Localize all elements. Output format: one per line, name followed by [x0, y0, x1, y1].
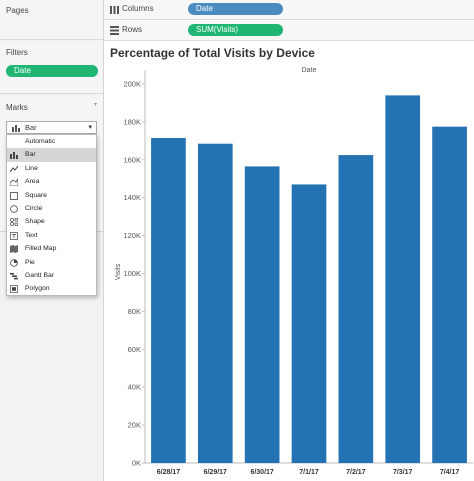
dropdown-item-label: Shape — [25, 218, 45, 226]
dropdown-item-pie[interactable]: Pie — [7, 256, 96, 269]
bar-icon — [12, 125, 20, 132]
y-tick-label: 40K — [128, 383, 141, 392]
pages-title: Pages — [6, 6, 29, 15]
dropdown-item-shape[interactable]: Shape — [7, 215, 96, 228]
dropdown-item-label: Pie — [25, 258, 35, 266]
columns-icon — [110, 6, 119, 14]
dropdown-item-filled-map[interactable]: Filled Map — [7, 242, 96, 255]
y-tick-label: 80K — [128, 307, 141, 316]
y-axis-label: Visits — [115, 263, 122, 280]
dropdown-item-label: Polygon — [25, 285, 50, 293]
bar-7-4-17[interactable] — [432, 126, 467, 463]
pie-icon — [10, 258, 18, 267]
bar-7-1-17[interactable] — [291, 184, 327, 463]
mark-type-select[interactable]: Bar ▾ — [6, 121, 97, 134]
x-tick-label: 6/29/17 — [204, 469, 227, 476]
dropdown-item-text[interactable]: Text — [7, 229, 96, 242]
column-header-date: Date — [302, 67, 317, 74]
y-tick-label: 100K — [123, 269, 141, 278]
y-tick-label: 200K — [123, 80, 141, 89]
x-tick-label: 7/4/17 — [440, 469, 460, 476]
dropdown-item-automatic[interactable]: Automatic — [7, 135, 96, 148]
y-tick-label: 120K — [123, 231, 141, 240]
dropdown-item-label: Bar — [25, 151, 36, 159]
dropdown-item-label: Circle — [25, 205, 43, 212]
dropdown-item-label: Square — [25, 191, 47, 199]
rows-icon — [110, 26, 119, 35]
y-tick-label: 20K — [128, 421, 141, 430]
bar-icon — [10, 152, 18, 160]
rows-pill-sum-visits[interactable]: SUM(Visits) — [188, 24, 283, 36]
bar-7-2-17[interactable] — [338, 155, 374, 463]
pages-card: Pages — [0, 0, 103, 40]
columns-label: Columns — [122, 4, 154, 13]
dropdown-item-label: Area — [25, 178, 40, 186]
chevron-down-icon: ▾ — [88, 124, 92, 131]
columns-pill-date[interactable]: Date — [188, 3, 283, 15]
dropdown-item-gantt-bar[interactable]: Gantt Bar — [7, 269, 96, 282]
line-icon — [10, 165, 18, 173]
dropdown-item-square[interactable]: Square — [7, 189, 96, 202]
shape-icon — [10, 218, 18, 227]
circle-icon — [10, 205, 18, 213]
x-tick-label: 6/28/17 — [157, 469, 180, 476]
bar-6-28-17[interactable] — [151, 138, 186, 463]
y-tick-label: 0K — [132, 459, 141, 468]
gantt-bar-icon — [10, 273, 18, 280]
polygon-icon — [10, 285, 18, 294]
text-icon — [10, 231, 18, 240]
x-tick-label: 7/1/17 — [299, 469, 319, 476]
filter-pill-date[interactable]: Date — [6, 65, 98, 77]
dropdown-item-label: Line — [25, 164, 38, 172]
y-tick-label: 160K — [123, 155, 141, 164]
marks-collapse-icon[interactable]: ▾ — [93, 102, 97, 108]
bar-6-29-17[interactable] — [197, 143, 233, 463]
dropdown-item-circle[interactable]: Circle — [7, 202, 96, 215]
bar-chart: Date Visits 0K 20K 40K 60K 80K 100K 120K 140K 16… — [115, 67, 473, 476]
rows-shelf: Rows SUM(Visits) — [104, 21, 474, 41]
x-tick-label: 6/30/17 — [250, 469, 273, 476]
y-tick-label: 180K — [123, 117, 141, 126]
mark-type-dropdown: Automatic Bar Line Area Square Circle Sh… — [6, 134, 97, 296]
rows-label: Rows — [122, 25, 143, 34]
bar-6-30-17[interactable] — [244, 166, 280, 463]
x-tick-label: 7/2/17 — [346, 469, 366, 476]
filters-card: Filters Date — [0, 42, 103, 94]
dropdown-item-bar[interactable]: Bar — [7, 148, 96, 162]
dropdown-item-label: Text — [25, 231, 38, 239]
dropdown-item-label: Automatic — [25, 138, 56, 145]
area-icon — [10, 178, 18, 187]
x-tick-label: 7/3/17 — [393, 469, 413, 476]
marks-title: Marks — [6, 103, 28, 112]
columns-shelf: Columns Date — [104, 0, 474, 20]
left-pane: Pages Filters Date Marks ▾ Bar ▾ Automat… — [0, 0, 104, 481]
dropdown-item-label: Gantt Bar — [25, 272, 55, 279]
bar-7-3-17[interactable] — [385, 95, 421, 463]
y-tick-label: 60K — [128, 345, 141, 354]
filters-title: Filters — [6, 48, 28, 57]
dropdown-item-area[interactable]: Area — [7, 175, 96, 188]
chart-title: Percentage of Total Visits by Device — [110, 46, 315, 60]
dropdown-item-label: Filled Map — [25, 245, 57, 253]
dropdown-item-polygon[interactable]: Polygon — [7, 282, 96, 295]
mark-type-value: Bar — [25, 123, 37, 132]
square-icon — [10, 191, 18, 200]
y-tick-label: 140K — [123, 193, 141, 202]
dropdown-item-line[interactable]: Line — [7, 162, 96, 175]
filled-map-icon — [10, 245, 18, 254]
